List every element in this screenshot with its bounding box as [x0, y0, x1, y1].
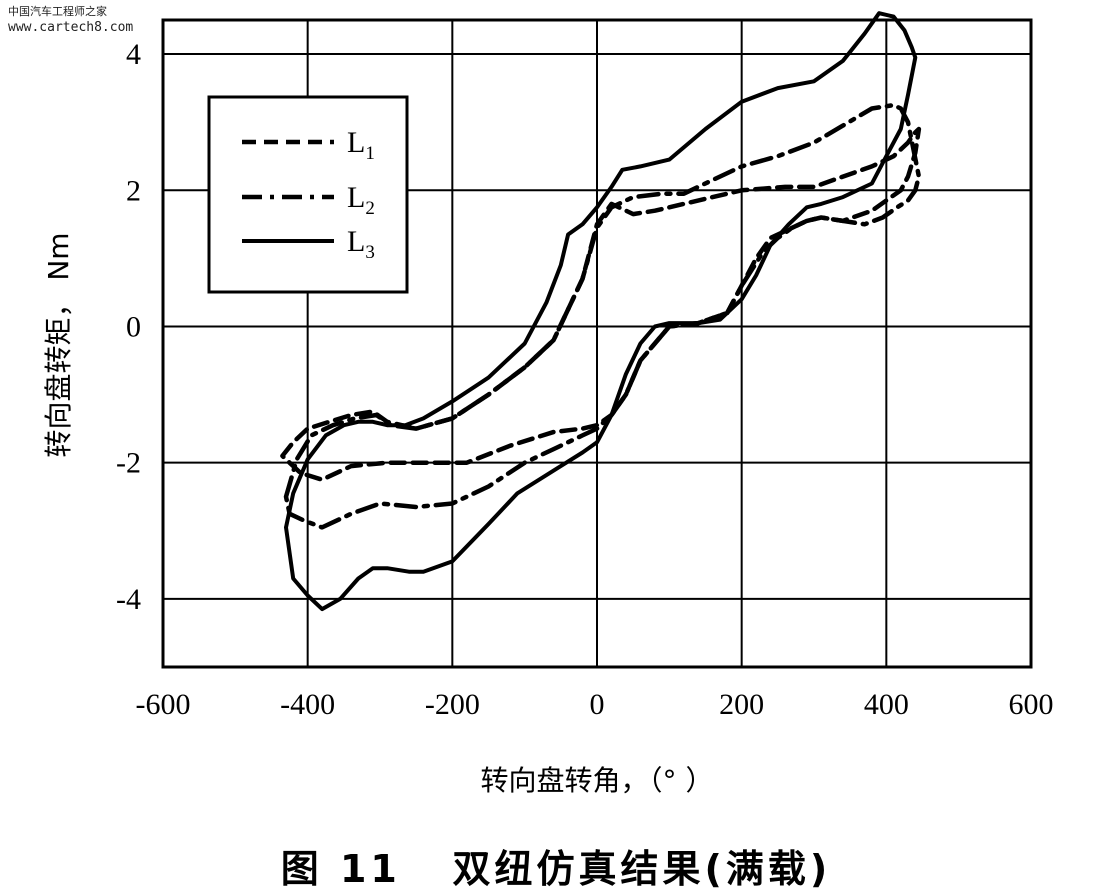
figure-caption: 图 11 双纽仿真结果(满载) — [280, 847, 832, 891]
series-layer — [280, 11, 922, 612]
x-tick-label: 0 — [590, 688, 605, 721]
legend-box — [207, 95, 409, 294]
x-tick-label: -400 — [280, 688, 335, 721]
watermark-url: www.cartech8.com — [8, 20, 134, 35]
series-line-l2 — [283, 102, 922, 530]
x-tick-label: 600 — [1009, 688, 1054, 721]
watermark: 中国汽车工程师之家 www.cartech8.com — [8, 4, 133, 36]
y-tick-label: 0 — [126, 310, 141, 343]
series-line-l3 — [284, 11, 918, 612]
plot-frame — [161, 18, 1033, 669]
watermark-brand: 中国汽车工程师之家 — [8, 5, 107, 18]
y-tick-label: 4 — [126, 38, 141, 71]
y-tick-label: -2 — [116, 447, 141, 480]
y-tick-label: -4 — [116, 583, 141, 616]
legend: L1 L2 L3 — [207, 95, 409, 294]
x-axis-title: 转向盘转角，（° ） — [481, 764, 714, 797]
legend-label-l3: L3 — [347, 225, 375, 263]
x-tick-label: -200 — [425, 688, 480, 721]
y-tick-label: 2 — [126, 174, 141, 207]
x-tick-label: 200 — [719, 688, 764, 721]
x-tick-label: -600 — [136, 688, 191, 721]
legend-label-l2: L2 — [347, 181, 375, 219]
y-axis-title: 转向盘转矩， Nm — [42, 232, 75, 457]
x-tick-label: 400 — [864, 688, 909, 721]
tick-labels: -600 -400 -200 0 200 400 600 -4 -2 0 2 4 — [116, 38, 1054, 721]
legend-label-l1: L1 — [347, 126, 375, 164]
